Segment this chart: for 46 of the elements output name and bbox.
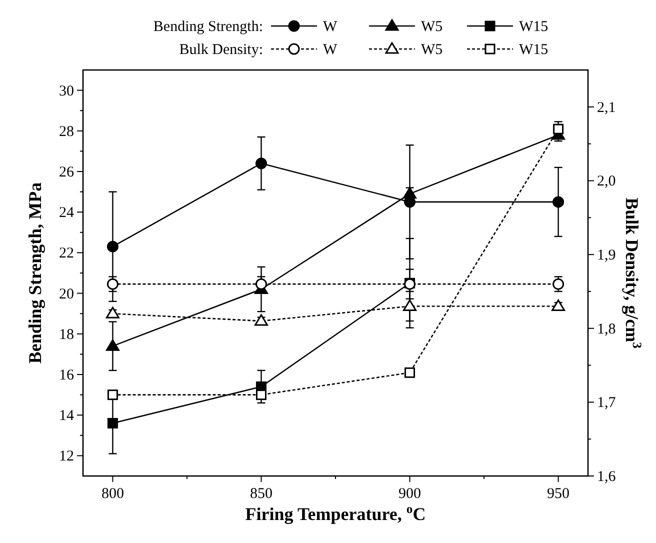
legend-label: W	[323, 19, 338, 35]
y2-tick-label: 2,1	[597, 100, 616, 116]
x-tick-label: 900	[398, 486, 422, 502]
y2-tick-label: 2,0	[597, 174, 616, 190]
legend-label: W15	[519, 42, 548, 58]
legend-label: W5	[421, 19, 443, 35]
point	[106, 278, 118, 290]
y2-tick-label: 1,8	[597, 321, 616, 338]
y-tick-label: 14	[59, 408, 74, 424]
legend-label: W5	[421, 42, 443, 58]
point	[107, 390, 118, 400]
point	[404, 367, 416, 378]
point	[255, 278, 267, 290]
point	[107, 418, 118, 428]
point	[403, 299, 417, 311]
text: Bulk Density:	[179, 42, 263, 58]
point	[403, 187, 417, 199]
y-tick-label: 30	[59, 83, 74, 100]
y-tick-label: 20	[59, 286, 74, 302]
y-tick-label: 18	[59, 326, 74, 343]
y2-tick-label: 1,9	[597, 248, 616, 264]
x-axis-title: Firing Temperature, $^{o}$C	[245, 502, 426, 524]
x-tick-label: 950	[547, 486, 570, 502]
y2-tick-label: 1,6	[597, 469, 616, 485]
legend-label: W15	[519, 19, 548, 35]
y-tick-label: 28	[59, 124, 74, 140]
point	[552, 278, 564, 290]
point	[255, 158, 267, 170]
point	[552, 196, 564, 208]
y-tick-label: 16	[59, 368, 74, 384]
point	[106, 306, 120, 318]
point	[106, 240, 118, 252]
point	[254, 314, 268, 326]
y-tick-label: 26	[59, 164, 74, 180]
legend-label: W	[323, 42, 338, 58]
x-tick-label: 800	[101, 486, 124, 502]
y2-tick-label: 1,7	[597, 395, 616, 412]
y-tick-label: 22	[59, 246, 74, 262]
legend-title: Bending Strength:	[153, 19, 263, 35]
point	[106, 339, 120, 351]
y-axis-title: Bending Strength, MPa	[25, 182, 45, 364]
point	[552, 299, 566, 311]
y-tick-label: 24	[59, 205, 74, 222]
y-tick-label: 12	[59, 448, 74, 465]
point	[256, 390, 266, 400]
x-tick-label: 850	[250, 486, 272, 502]
